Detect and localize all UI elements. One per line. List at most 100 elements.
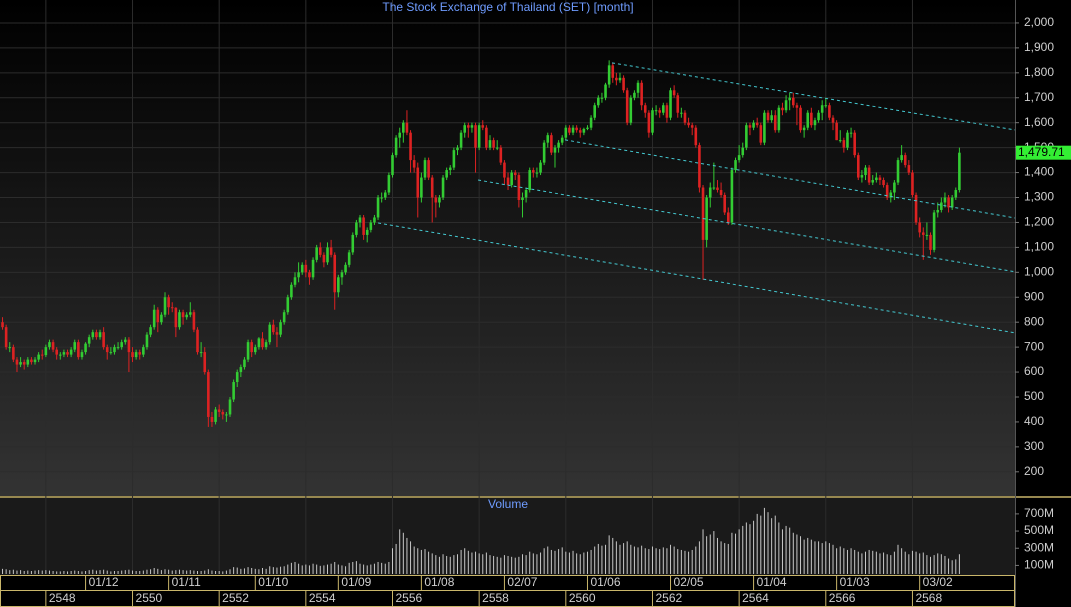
candle-body bbox=[828, 105, 831, 118]
candle-body bbox=[253, 347, 257, 353]
candle-body bbox=[333, 254, 337, 293]
candle-body bbox=[44, 347, 48, 356]
candle-body bbox=[116, 347, 120, 349]
candle-body bbox=[98, 332, 102, 338]
candle-body bbox=[80, 352, 84, 358]
candle-body bbox=[777, 107, 781, 131]
volume-panel bbox=[0, 498, 1015, 575]
candle-body bbox=[51, 342, 55, 350]
candle-body bbox=[611, 65, 615, 78]
candle-body bbox=[315, 247, 318, 260]
candle-body bbox=[217, 409, 221, 412]
y-tick-label: 1,000 bbox=[1024, 264, 1054, 278]
candle-body bbox=[846, 132, 849, 148]
candle-body bbox=[120, 342, 123, 348]
candle-body bbox=[860, 175, 864, 178]
y-tick-label: 1,300 bbox=[1024, 190, 1054, 204]
candle-body bbox=[593, 105, 597, 118]
candle-body bbox=[91, 332, 95, 338]
candle-body bbox=[705, 197, 708, 240]
candle-body bbox=[499, 147, 503, 163]
x-top-tick-label: 01/11 bbox=[172, 575, 201, 589]
y-tick-label: 300 bbox=[1024, 439, 1044, 453]
candle-body bbox=[69, 349, 73, 355]
candle-body bbox=[355, 222, 358, 235]
candle-body bbox=[347, 252, 351, 265]
candle-body bbox=[308, 272, 311, 278]
y-tick-label: 1,200 bbox=[1024, 215, 1054, 229]
candle-body bbox=[131, 352, 134, 358]
candle-body bbox=[741, 147, 745, 156]
candle-body bbox=[672, 90, 676, 96]
candle-body bbox=[430, 177, 434, 198]
candle-body bbox=[62, 352, 66, 355]
candle-body bbox=[889, 192, 893, 198]
candle-body bbox=[246, 342, 250, 360]
candle-body bbox=[391, 155, 394, 176]
candle-body bbox=[402, 122, 405, 133]
candle-body bbox=[15, 359, 19, 365]
x-top-tick-label: 01/04 bbox=[757, 575, 787, 589]
candle-body bbox=[730, 170, 734, 223]
candle-body bbox=[87, 337, 91, 344]
candle-body bbox=[799, 107, 802, 131]
volume-tick-label: 500M bbox=[1024, 523, 1054, 537]
candle-body bbox=[358, 217, 362, 223]
candle-body bbox=[398, 132, 402, 138]
candle-body bbox=[37, 354, 40, 360]
candle-body bbox=[817, 112, 820, 121]
candle-body bbox=[571, 127, 575, 133]
candle-body bbox=[550, 135, 553, 153]
candle-body bbox=[643, 105, 647, 113]
candle-body bbox=[683, 112, 687, 123]
candle-body bbox=[488, 140, 492, 148]
y-tick-label: 600 bbox=[1024, 364, 1044, 378]
candle-body bbox=[452, 150, 456, 168]
x-tick-label: 2558 bbox=[482, 591, 509, 605]
candle-body bbox=[864, 167, 867, 176]
candle-body bbox=[521, 197, 524, 200]
candle-body bbox=[365, 229, 369, 235]
candle-body bbox=[662, 105, 665, 113]
candle-body bbox=[542, 142, 546, 163]
candle-body bbox=[463, 125, 467, 133]
candle-body bbox=[337, 277, 340, 293]
x-top-tick-label: 01/10 bbox=[258, 575, 288, 589]
x-top-tick-label: 01/08 bbox=[424, 575, 454, 589]
x-top-tick-label: 01/09 bbox=[341, 575, 371, 589]
candle-body bbox=[745, 125, 748, 148]
candle-body bbox=[138, 352, 142, 355]
labels: 200 300 400 500 600 700 800 900 1,000 1,100 1,200 1… bbox=[45, 15, 1071, 606]
candle-body bbox=[723, 195, 726, 213]
candle-body bbox=[1, 322, 4, 328]
candle-body bbox=[885, 185, 889, 198]
candle-body bbox=[856, 155, 860, 178]
candle-body bbox=[629, 97, 633, 123]
y-tick-label: 500 bbox=[1024, 389, 1044, 403]
candle-body bbox=[178, 312, 181, 328]
candle-body bbox=[633, 92, 636, 98]
trendline bbox=[477, 179, 1016, 273]
candle-body bbox=[19, 362, 22, 365]
candle-body bbox=[84, 343, 87, 353]
y-tick-label: 800 bbox=[1024, 314, 1044, 328]
candle-body bbox=[232, 382, 235, 400]
candle-body bbox=[878, 177, 882, 181]
candle-body bbox=[412, 160, 416, 168]
candle-body bbox=[282, 312, 286, 323]
candle-body bbox=[734, 160, 737, 171]
candle-body bbox=[495, 147, 499, 149]
candle-body bbox=[167, 297, 170, 308]
candle-body bbox=[810, 112, 813, 126]
candle-body bbox=[376, 197, 380, 218]
candle-body bbox=[264, 342, 268, 348]
candle-body bbox=[784, 100, 788, 111]
candle-body bbox=[362, 217, 365, 235]
candle-body bbox=[134, 352, 138, 358]
candle-body bbox=[813, 120, 817, 126]
x-top-tick-label: 01/06 bbox=[590, 575, 620, 589]
candle-body bbox=[824, 105, 828, 107]
candle-body bbox=[344, 264, 347, 273]
candle-body bbox=[875, 177, 878, 181]
candle-body bbox=[914, 195, 918, 223]
